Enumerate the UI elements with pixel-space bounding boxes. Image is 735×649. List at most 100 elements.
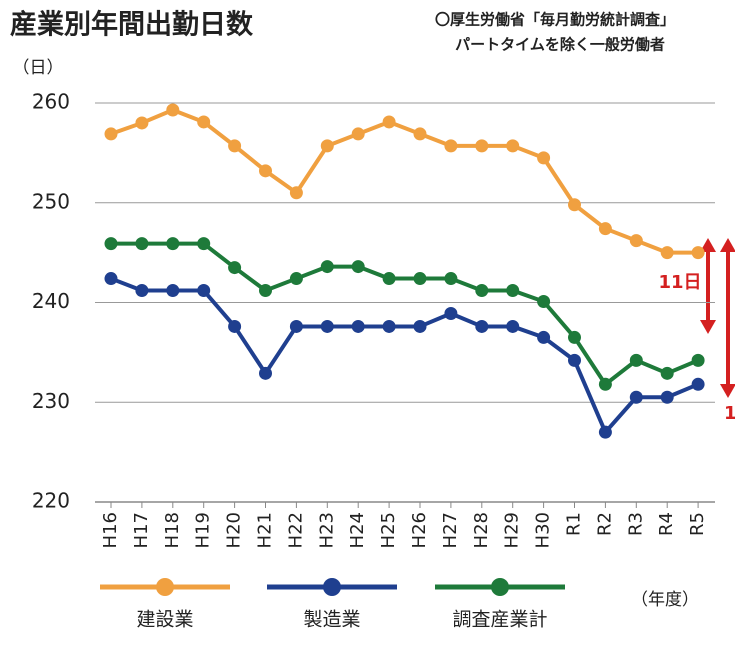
data-point <box>413 127 427 141</box>
annotation: 11日 <box>658 272 701 293</box>
y-tick-label: 220 <box>32 489 70 513</box>
arrow-head <box>720 238 735 252</box>
y-tick-label: 250 <box>32 189 70 213</box>
data-point <box>537 330 551 344</box>
arrow-head <box>720 384 735 398</box>
legend-marker <box>491 578 509 596</box>
data-point <box>475 284 489 298</box>
data-point <box>691 353 705 367</box>
data-point <box>382 272 396 286</box>
source-note: 〇厚生労働省「毎月勤労統計調査」 <box>435 11 675 29</box>
data-point <box>320 139 334 153</box>
data-point <box>506 319 520 333</box>
data-point <box>568 353 581 367</box>
x-tick-label: H25 <box>378 512 399 548</box>
data-point <box>135 116 149 130</box>
data-point <box>166 237 180 251</box>
series-line <box>110 107 699 255</box>
legend-marker <box>156 578 174 596</box>
data-point <box>289 186 303 200</box>
arrows <box>700 238 735 398</box>
x-tick-label: H23 <box>316 512 337 548</box>
x-tick-label: H17 <box>131 512 152 548</box>
x-tick-label: R1 <box>564 512 585 536</box>
data-point <box>197 115 211 129</box>
x-tick-label: H19 <box>193 512 214 548</box>
x-tick-label: H18 <box>162 512 183 548</box>
data-point <box>228 261 242 275</box>
data-point <box>104 272 118 286</box>
data-point <box>629 390 643 404</box>
data-point <box>289 319 303 333</box>
data-point <box>259 366 272 380</box>
x-tick-label: H29 <box>502 512 523 548</box>
x-tick-label: H16 <box>100 512 121 548</box>
data-point <box>444 139 458 153</box>
data-point <box>382 115 396 129</box>
data-point <box>568 330 581 344</box>
data-point <box>166 103 180 117</box>
data-point <box>444 306 458 320</box>
y-tick-label: 260 <box>32 90 70 114</box>
series-line <box>110 276 699 435</box>
annotation: 1 <box>724 403 735 424</box>
x-axis-label: （年度） <box>631 590 699 610</box>
arrow-head <box>700 238 716 252</box>
x-tick-label: R2 <box>594 512 615 536</box>
x-tick-label: H30 <box>533 512 554 548</box>
data-point <box>629 353 643 367</box>
data-point <box>506 139 520 153</box>
y-axis-label: （日） <box>13 58 64 78</box>
data-point <box>289 272 303 286</box>
data-point <box>444 272 458 286</box>
data-point <box>598 377 612 391</box>
legend-label: 製造業 <box>303 609 360 631</box>
data-point <box>537 151 551 165</box>
x-tick-label: H22 <box>285 512 306 548</box>
data-point <box>660 366 674 380</box>
data-point <box>197 284 211 298</box>
y-tick-label: 240 <box>32 289 70 313</box>
data-point <box>351 260 365 274</box>
data-point <box>228 139 242 153</box>
data-point <box>104 127 118 141</box>
series-line <box>111 241 699 387</box>
data-point <box>320 260 334 274</box>
data-point <box>104 237 118 251</box>
data-point <box>660 246 674 260</box>
data-point <box>691 377 705 391</box>
data-point <box>537 295 551 309</box>
data-point <box>320 319 334 333</box>
y-tick-label: 230 <box>32 389 70 413</box>
data-point <box>691 246 705 260</box>
x-tick-label: H21 <box>255 512 276 548</box>
data-point <box>598 425 612 439</box>
x-tick-label: H24 <box>347 512 368 548</box>
x-tick-label: H27 <box>440 512 461 548</box>
data-point <box>629 234 643 248</box>
legend-label: 調査産業計 <box>452 609 547 631</box>
x-tick-label: H20 <box>224 512 245 548</box>
data-point <box>598 222 612 236</box>
source-note: パートタイムを除く一般労働者 <box>455 36 665 54</box>
data-point <box>413 319 427 333</box>
x-tick-label: H28 <box>471 512 492 548</box>
data-point <box>506 284 520 298</box>
data-point <box>382 319 396 333</box>
x-tick-label: R5 <box>687 512 708 536</box>
data-point <box>475 139 489 153</box>
x-tick-label: R3 <box>625 512 646 536</box>
data-point <box>228 319 242 333</box>
arrow-head <box>700 320 716 334</box>
data-point <box>197 237 211 251</box>
data-point <box>351 127 365 141</box>
data-point <box>475 319 489 333</box>
data-point <box>135 284 149 298</box>
data-point <box>660 390 674 404</box>
chart-title: 産業別年間出勤日数 <box>10 9 254 41</box>
data-point <box>568 198 581 212</box>
data-point <box>413 272 427 286</box>
x-tick-label: R4 <box>656 512 677 536</box>
data-point <box>135 237 149 251</box>
